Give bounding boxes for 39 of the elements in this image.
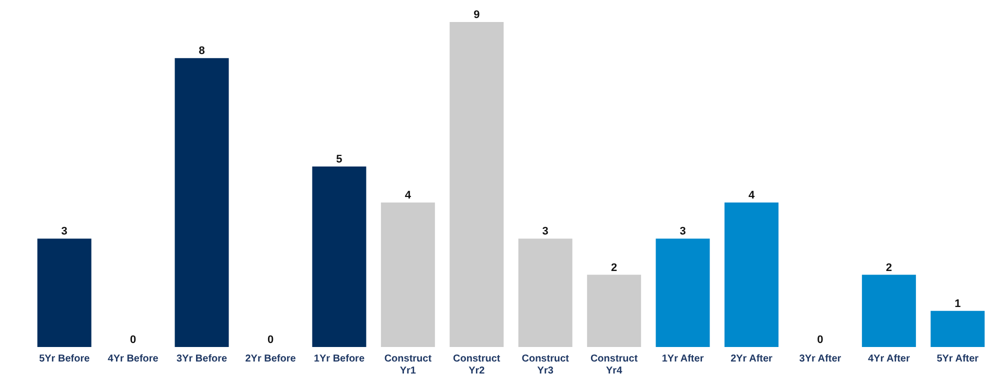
- data-label: 9: [474, 9, 480, 21]
- bar: [930, 310, 985, 347]
- bar: [656, 238, 710, 347]
- x-tick-label: Construct Yr4: [590, 354, 638, 376]
- data-label: 3: [61, 226, 68, 238]
- data-label: 0: [267, 334, 274, 346]
- data-label: 2: [886, 262, 892, 274]
- x-tick-label: Construct Yr3: [522, 354, 570, 376]
- x-tick-label: 1Yr Before: [314, 354, 365, 364]
- x-tick-label: 3Yr After: [799, 354, 842, 364]
- data-label: 4: [404, 190, 412, 202]
- x-tick-label: 2Yr After: [730, 354, 773, 364]
- data-label: 2: [611, 262, 618, 274]
- bar: [587, 274, 642, 347]
- x-tick-label: Construct Yr1: [384, 354, 432, 376]
- data-label: 4: [748, 190, 756, 202]
- x-tick-label: 1Yr After: [662, 354, 704, 364]
- data-label: 0: [817, 334, 824, 346]
- bar: [380, 202, 435, 347]
- data-label: 3: [542, 226, 548, 238]
- data-label: 1: [954, 298, 961, 310]
- bar: [37, 238, 92, 347]
- x-tick-label: 4Yr Before: [108, 354, 159, 364]
- bar: [174, 58, 229, 347]
- data-label: 8: [198, 45, 205, 58]
- x-tick-label: Construct Yr2: [453, 354, 501, 376]
- data-label: 0: [130, 334, 136, 346]
- bar: [862, 274, 916, 347]
- x-tick-label: 5Yr Before: [39, 354, 90, 364]
- data-label: 3: [680, 226, 686, 238]
- x-tick-label: 4Yr After: [868, 354, 910, 364]
- bar: [450, 22, 504, 347]
- bar: [312, 166, 366, 347]
- data-label: 5: [336, 153, 342, 166]
- bar: [724, 202, 778, 347]
- x-tick-label: 3Yr Before: [176, 354, 228, 364]
- x-tick-label: 2Yr Before: [245, 354, 296, 364]
- x-tick-label: 5Yr After: [936, 354, 979, 364]
- bar: [518, 238, 572, 347]
